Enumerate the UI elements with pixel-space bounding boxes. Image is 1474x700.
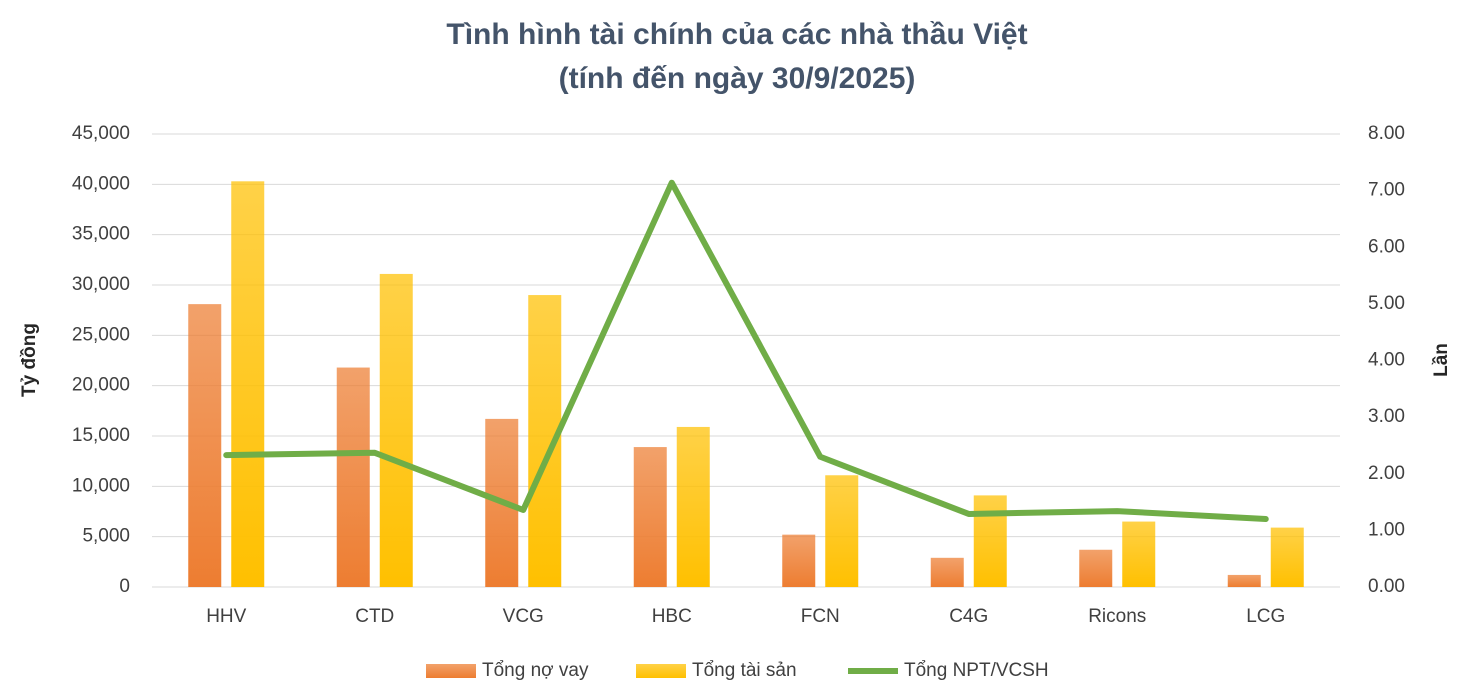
bar — [1227, 574, 1261, 587]
y2-tick-label: 2.00 — [1368, 463, 1405, 484]
x-tick-label: Ricons — [1088, 606, 1146, 627]
y2-tick-label: 6.00 — [1368, 236, 1405, 257]
bar — [379, 273, 413, 587]
y2-tick-label: 1.00 — [1368, 519, 1405, 540]
bar — [825, 475, 859, 587]
line — [223, 179, 1269, 523]
x-tick-label: C4G — [949, 606, 988, 627]
x-tick-label: LCG — [1246, 606, 1285, 627]
y-tick-label: 35,000 — [72, 224, 130, 245]
y2-tick-label: 3.00 — [1368, 406, 1405, 427]
x-tick-label: CTD — [355, 606, 394, 627]
y-tick-label: 15,000 — [72, 425, 130, 446]
chart-title: Tình hình tài chính của các nhà thầu Việ… — [446, 18, 1027, 51]
y2-tick-label: 8.00 — [1368, 123, 1405, 144]
bar — [188, 304, 222, 587]
y2-tick-label: 7.00 — [1368, 180, 1405, 201]
y-tick-label: 20,000 — [72, 375, 130, 396]
x-tick-label: HBC — [652, 606, 692, 627]
bar — [782, 534, 816, 587]
legend-swatch — [636, 664, 686, 678]
legend-label: Tổng tài sản — [692, 660, 797, 681]
y-tick-label: 45,000 — [72, 123, 130, 144]
x-tick-label: FCN — [801, 606, 840, 627]
x-tick-label: HHV — [206, 606, 246, 627]
bar — [1079, 549, 1113, 587]
y2-tick-label: 4.00 — [1368, 350, 1405, 371]
bar — [231, 181, 265, 587]
y-axis-title: Tỷ đồng — [19, 323, 40, 397]
y2-tick-label: 0.00 — [1368, 576, 1405, 597]
y-tick-label: 5,000 — [82, 526, 130, 547]
bar — [973, 495, 1007, 587]
legend: Tổng nợ vay Tổng tài sản Tổng NPT/VCSH — [426, 660, 1049, 681]
y-tick-label: 40,000 — [72, 173, 130, 194]
bar — [633, 447, 667, 587]
legend-swatch — [426, 664, 476, 678]
bar — [1270, 527, 1304, 587]
chart-subtitle: (tính đến ngày 30/9/2025) — [559, 62, 916, 95]
legend-label: Tổng NPT/VCSH — [904, 660, 1049, 681]
bar — [930, 557, 964, 587]
x-tick-label: VCG — [503, 606, 544, 627]
y-tick-label: 30,000 — [72, 274, 130, 295]
bar — [1122, 521, 1156, 587]
y2-axis-title: Lần — [1431, 343, 1452, 377]
bar — [336, 367, 370, 587]
y-tick-label: 10,000 — [72, 475, 130, 496]
y-tick-label: 0 — [119, 576, 130, 597]
y2-tick-label: 5.00 — [1368, 293, 1405, 314]
bar — [676, 426, 710, 587]
y-tick-label: 25,000 — [72, 324, 130, 345]
legend-label: Tổng nợ vay — [482, 660, 589, 681]
